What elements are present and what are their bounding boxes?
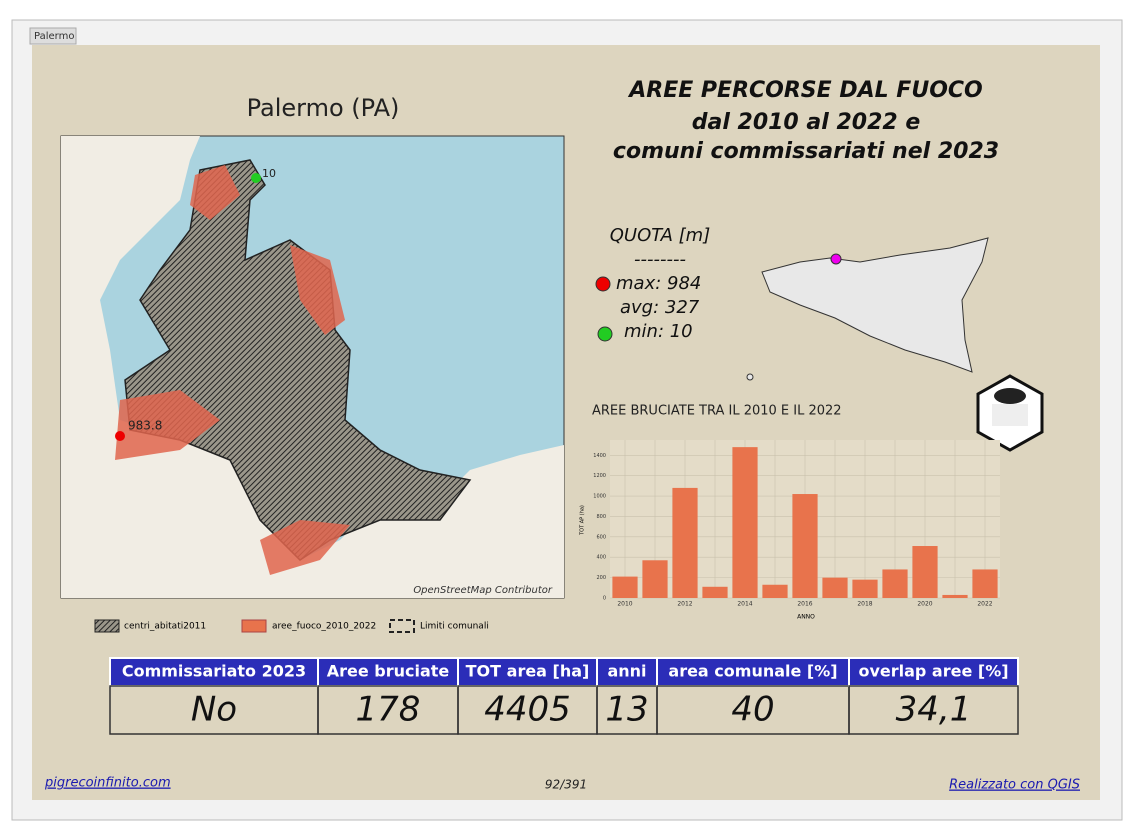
map: 10 983.8 OpenStreetMap Contributor [60, 135, 565, 599]
quota-avg: avg: 327 [620, 297, 700, 318]
bar [822, 577, 848, 598]
quota-max: max: 984 [616, 273, 701, 294]
body-text: 4405 [484, 690, 571, 730]
map-credit: OpenStreetMap Contributor [413, 585, 553, 596]
body-text: 40 [731, 690, 774, 730]
x-tick-label: 2012 [677, 601, 692, 608]
bar [762, 584, 788, 598]
header-text: anni [607, 662, 646, 681]
legend-label: centri_abitati2011 [124, 622, 206, 632]
map-title: Palermo (PA) [247, 94, 400, 122]
footer-link[interactable]: pigrecoinfinito.com [44, 776, 171, 791]
map-max-label: 983.8 [128, 419, 162, 433]
map-legend: centri_abitati2011 aree_fuoco_2010_2022 … [94, 619, 489, 633]
header-text: Aree bruciate [327, 662, 450, 681]
header-text: overlap aree [%] [858, 662, 1008, 681]
header-title: dal 2010 al 2022 e [692, 110, 921, 135]
y-tick-label: 1400 [593, 453, 606, 459]
x-tick-label: 2016 [797, 601, 812, 608]
tab-label: Palermo [34, 31, 74, 42]
body-text: No [191, 690, 237, 730]
x-axis-label: ANNO [797, 614, 815, 621]
header-text: TOT area [ha] [466, 662, 590, 681]
page-number: 92/391 [545, 778, 587, 792]
y-tick-label: 200 [596, 575, 606, 581]
body-text: 13 [605, 690, 648, 730]
x-tick-label: 2020 [917, 601, 932, 608]
tab[interactable] [29, 27, 77, 45]
body-text: 178 [356, 690, 421, 730]
footer-link[interactable]: Realizzato con QGIS [949, 778, 1080, 793]
bar [852, 579, 878, 598]
y-tick-label: 800 [596, 514, 606, 520]
y-tick-label: 600 [596, 534, 606, 540]
summary-table: Commissariato 2023 No Aree bruciate 178 TOT … [109, 657, 1019, 735]
bar [882, 569, 908, 598]
bar [702, 586, 728, 598]
legend-label: Limiti comunali [420, 622, 489, 632]
bar [912, 546, 938, 598]
quota-separator: -------- [634, 249, 686, 270]
bar [642, 560, 668, 598]
y-tick-label: 1200 [593, 473, 606, 479]
header-cell [317, 657, 459, 687]
bar [792, 494, 818, 598]
opendata-logo [976, 374, 1044, 452]
x-tick-label: 2014 [737, 601, 752, 608]
bar-chart: 0 200 400 600 800 1000 1200 1400 2010 2012 2014 201… [593, 440, 1000, 608]
bar [672, 487, 698, 598]
x-tick-label: 2022 [977, 601, 992, 608]
chart-title: AREE BRUCIATE TRA IL 2010 E IL 2022 [592, 404, 842, 419]
y-tick-label: 0 [603, 596, 606, 602]
x-tick-label: 2010 [617, 601, 632, 608]
quota-min: min: 10 [624, 321, 693, 342]
legend-label: aree_fuoco_2010_2022 [272, 622, 376, 632]
header-title: comuni commissariati nel 2023 [613, 139, 999, 164]
header-text: area comunale [%] [668, 662, 837, 681]
y-axis-label: TOT AP (ha) [580, 505, 586, 536]
map-min-label: 10 [262, 167, 276, 180]
bar [972, 569, 998, 598]
quota-title: QUOTA [m] [610, 225, 710, 246]
bar [942, 594, 968, 598]
y-tick-label: 400 [596, 555, 606, 561]
sicily-map [746, 237, 989, 381]
header-cell [848, 657, 1019, 687]
body-text: 34,1 [896, 690, 972, 730]
header-title: AREE PERCORSE DAL FUOCO [627, 78, 983, 103]
header-text: Commissariato 2023 [122, 662, 306, 681]
body-cell [848, 685, 1019, 735]
x-tick-label: 2018 [857, 601, 872, 608]
y-tick-label: 1000 [593, 494, 606, 500]
bar [732, 447, 758, 598]
bar [612, 576, 638, 598]
